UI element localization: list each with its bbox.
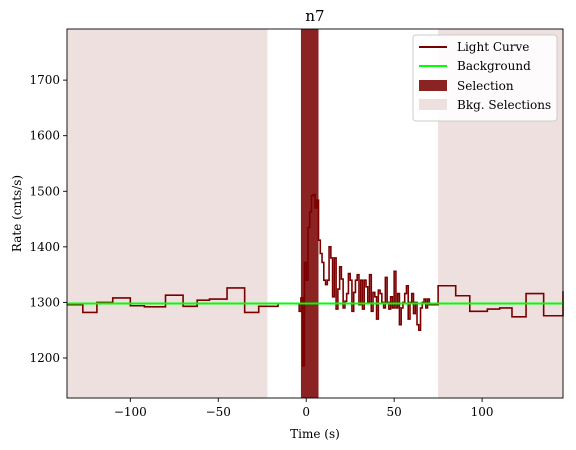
x-tick-label: 0 <box>302 405 310 419</box>
y-axis-ticks: 1200 1300 1400 1500 1600 1700 <box>29 73 67 365</box>
x-tick-label: 50 <box>387 405 402 419</box>
legend-label-background: Background <box>457 59 531 73</box>
legend-swatch-bkg-selections <box>419 99 447 110</box>
bkg-selection-region <box>67 29 268 398</box>
x-tick-label: −100 <box>114 405 147 419</box>
chart-title: n7 <box>305 7 324 25</box>
y-tick-label: 1500 <box>29 184 60 198</box>
x-tick-label: −50 <box>206 405 231 419</box>
legend-label-selection: Selection <box>457 79 514 93</box>
light-curve-series <box>67 193 564 367</box>
legend-box <box>412 34 558 122</box>
y-tick-label: 1600 <box>29 129 60 143</box>
legend-label-light-curve: Light Curve <box>457 40 529 54</box>
y-tick-label: 1200 <box>29 351 60 365</box>
y-axis-label: Rate (cnts/s) <box>10 175 24 252</box>
y-tick-label: 1400 <box>29 240 60 254</box>
legend: Light Curve Background Selection Bkg. Se… <box>412 34 558 122</box>
x-axis-label: Time (s) <box>290 427 340 441</box>
legend-label-bkg-selections: Bkg. Selections <box>457 98 551 112</box>
y-tick-label: 1300 <box>29 295 60 309</box>
y-tick-label: 1700 <box>29 73 60 87</box>
legend-swatch-selection <box>419 80 447 91</box>
axes-frame <box>66 28 564 399</box>
x-tick-label: 100 <box>471 405 494 419</box>
x-axis-ticks: −100 −50 0 50 100 <box>114 398 494 419</box>
